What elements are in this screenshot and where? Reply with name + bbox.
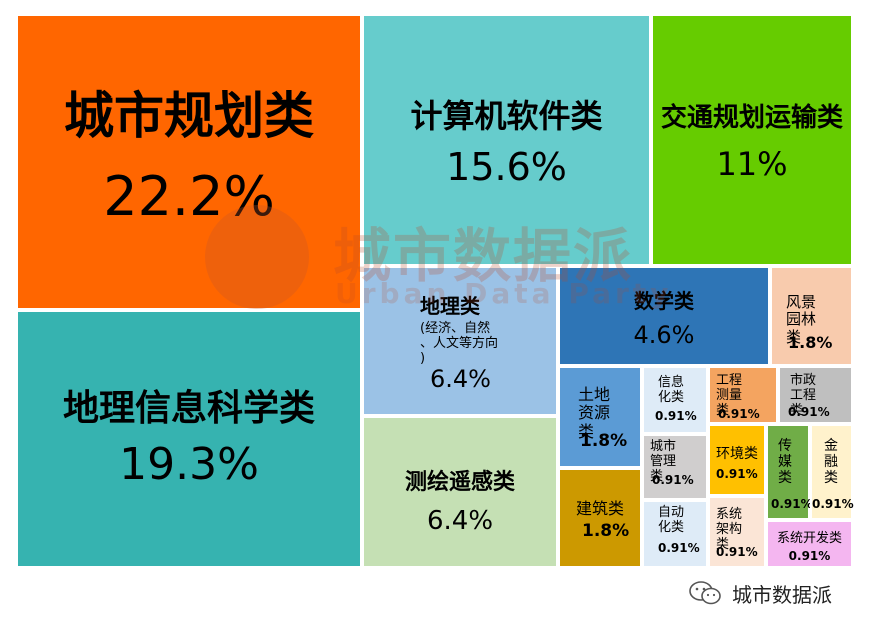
tile-value: 19.3% xyxy=(119,439,259,490)
treemap-tile xyxy=(810,424,853,520)
treemap-tile xyxy=(708,366,778,424)
tile-value: 0.91% xyxy=(716,467,758,481)
treemap-tile xyxy=(642,434,708,500)
tile-label: 交通规划运输类 xyxy=(660,103,843,133)
treemap-tile xyxy=(16,14,362,310)
tile-label: 建筑类 xyxy=(576,499,625,518)
tile-value: 0.91% xyxy=(655,409,697,423)
footer: 城市数据派 xyxy=(688,578,832,608)
tile-label: 计算机软件类 xyxy=(410,97,603,135)
treemap-tile xyxy=(362,416,558,568)
tile-label: 土地 资源 类 xyxy=(578,385,611,441)
tile-value: 0.91% xyxy=(716,545,758,559)
wechat-icon xyxy=(688,580,724,606)
tile-value: 6.4% xyxy=(426,506,494,536)
treemap-tile xyxy=(651,14,853,266)
tile-label: 市政 工程 类 xyxy=(790,373,817,418)
tile-label: 信息 化类 xyxy=(658,375,685,405)
treemap-tile xyxy=(362,14,651,266)
tile-label: 地理类 xyxy=(420,294,480,318)
treemap-tile xyxy=(16,310,362,568)
tile-value: 0.91% xyxy=(812,497,854,511)
treemap-tile xyxy=(770,266,853,366)
tile-label: 数学类 xyxy=(634,289,694,313)
tile-value: 6.4% xyxy=(430,365,491,393)
tile-note: (经济、自然 、人文等方向 ) xyxy=(420,321,499,366)
tile-value: 0.91% xyxy=(788,549,831,563)
treemap-tile xyxy=(558,266,770,366)
tile-label: 城市规划类 xyxy=(64,87,314,145)
tile-label: 传 媒 类 xyxy=(778,438,792,487)
tile-label: 工程 测量 类 xyxy=(716,373,743,418)
tile-value: 0.91% xyxy=(718,407,760,421)
treemap-tile xyxy=(766,424,810,520)
tile-label: 系统 架构 类 xyxy=(716,507,743,552)
tile-value: 0.91% xyxy=(652,473,694,487)
treemap-tile xyxy=(708,496,766,568)
tile-value: 22.2% xyxy=(103,165,275,228)
tile-label: 系统开发类 xyxy=(776,531,842,546)
treemap-tile xyxy=(558,366,642,468)
tile-value: 1.8% xyxy=(788,333,833,352)
tile-label: 风景 园林 类 xyxy=(786,293,817,346)
tile-value: 0.91% xyxy=(771,497,813,511)
treemap-tile xyxy=(362,266,558,416)
tile-label: 环境类 xyxy=(716,446,758,462)
treemap-tile xyxy=(642,500,708,568)
tile-value: 15.6% xyxy=(446,145,567,189)
tile-label: 金 融 类 xyxy=(824,438,838,487)
tile-value: 4.6% xyxy=(633,321,695,349)
tile-value: 1.8% xyxy=(580,431,628,451)
tile-label: 自动 化类 xyxy=(658,505,685,535)
tile-value: 11% xyxy=(716,145,788,183)
tile-label: 地理信息科学类 xyxy=(62,388,315,429)
treemap-tile xyxy=(708,424,766,496)
tile-value: 1.8% xyxy=(582,521,630,541)
footer-account-name: 城市数据派 xyxy=(732,582,832,607)
treemap-tile xyxy=(642,366,708,434)
tile-label: 城市 管理 类 xyxy=(650,439,677,484)
tile-value: 0.91% xyxy=(658,541,700,555)
tile-value: 0.91% xyxy=(788,405,830,419)
tile-label: 测绘遥感类 xyxy=(404,470,515,495)
treemap-tile xyxy=(558,468,642,568)
treemap-tile xyxy=(766,520,853,568)
treemap-tile xyxy=(778,366,853,424)
